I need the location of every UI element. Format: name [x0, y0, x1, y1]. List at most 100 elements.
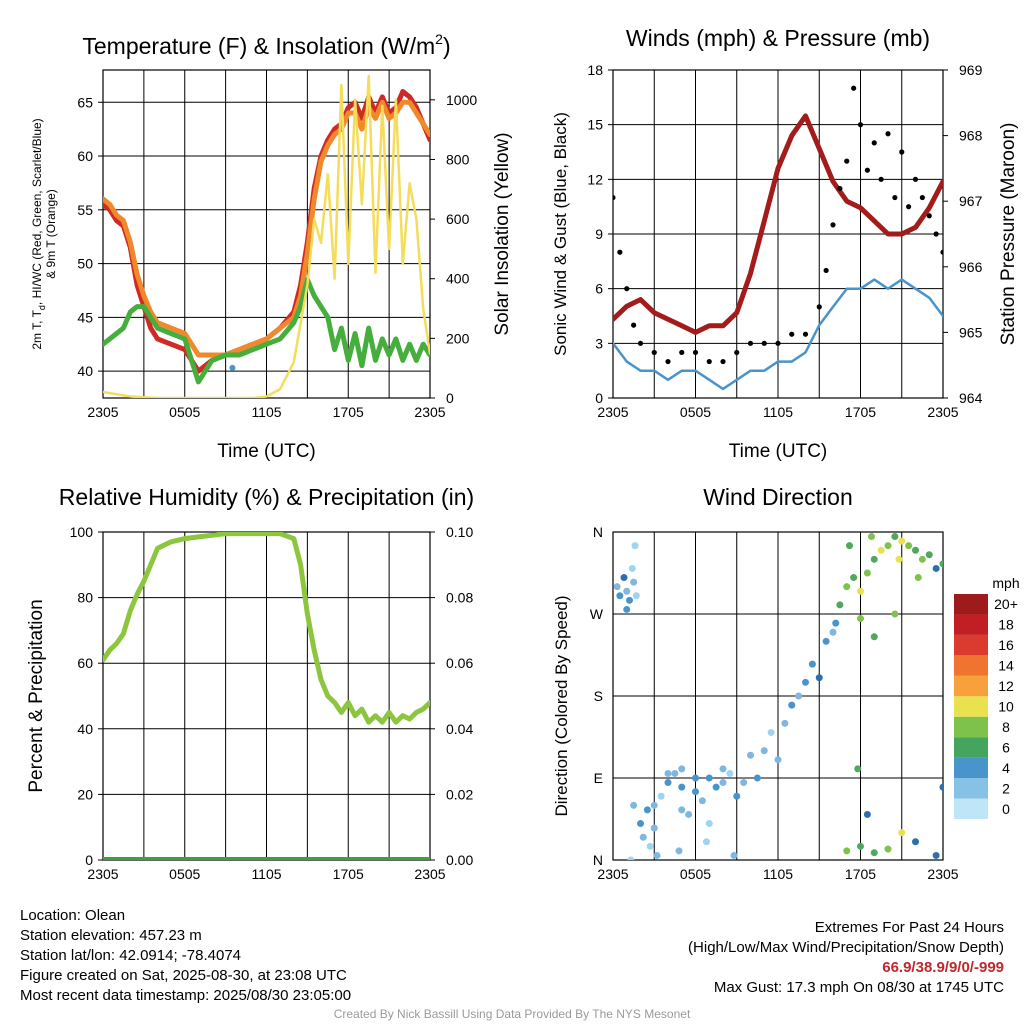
direction-point — [877, 546, 885, 554]
direction-title: Wind Direction — [703, 484, 853, 510]
direction-point — [637, 820, 644, 828]
y-tick-label: 6 — [595, 281, 603, 297]
direction-point — [753, 774, 761, 782]
direction-point — [939, 783, 943, 791]
direction-point — [870, 555, 878, 563]
series-line-9m-t — [103, 99, 430, 358]
gust-point — [871, 140, 877, 146]
direction-point — [643, 806, 651, 814]
y-right-tick-label: 400 — [446, 271, 470, 287]
y-tick-label: 100 — [70, 524, 94, 540]
direction-point — [863, 810, 871, 818]
colorbar-swatch — [954, 798, 988, 819]
x-tick-label: 1705 — [333, 404, 364, 420]
direction-point — [898, 829, 906, 837]
y-right-tick-label: 967 — [959, 193, 983, 209]
direction-point — [632, 592, 640, 600]
y-axis-label: Sonic Wind & Gust (Blue, Black) — [551, 112, 570, 356]
direction-point — [843, 583, 851, 591]
direction-point — [857, 615, 864, 623]
x-tick-label: 1105 — [251, 866, 281, 882]
y-tick-label: 60 — [77, 655, 93, 671]
x-tick-label: 1105 — [763, 404, 793, 420]
gust-point — [940, 249, 943, 255]
gust-point — [816, 304, 822, 310]
direction-point — [802, 678, 809, 686]
y-right-tick-label: 964 — [959, 390, 983, 406]
direction-point — [829, 628, 837, 636]
gust-point — [692, 349, 699, 356]
direction-point — [854, 765, 862, 773]
y-right-tick-label: 0.04 — [446, 721, 473, 737]
extremes-title: Extremes For Past 24 Hours — [814, 919, 1004, 936]
x-tick-label: 2305 — [597, 404, 628, 420]
x-tick-label: 2305 — [927, 866, 958, 882]
y-tick-label: 0 — [595, 390, 603, 406]
x-tick-label: 1705 — [333, 866, 364, 882]
gust-point — [665, 358, 671, 365]
direction-point — [781, 719, 789, 727]
direction-point — [657, 792, 665, 800]
gust-point — [919, 194, 925, 201]
extremes-legend: (High/Low/Max Wind/Precipitation/Snow De… — [688, 939, 1004, 956]
direction-point — [639, 833, 647, 841]
direction-point — [857, 587, 864, 595]
station-info: Location: Olean Station elevation: 457.2… — [20, 906, 351, 1006]
colorbar-label: 2 — [1002, 780, 1010, 796]
gust-point — [706, 358, 712, 365]
colorbar-label: 8 — [1002, 719, 1010, 735]
y-tick-label: 60 — [77, 148, 93, 164]
y-right-tick-label: 0.06 — [446, 655, 473, 671]
x-tick-label: 2305 — [87, 866, 118, 882]
colorbar-title: mph — [992, 575, 1019, 591]
direction-point — [815, 674, 823, 682]
x-tick-label: 1705 — [845, 866, 876, 882]
y-right-tick-label: 600 — [446, 211, 470, 227]
max-gust-text: Max Gust: 17.3 mph On 08/30 at 1745 UTC — [713, 979, 1004, 996]
x-tick-label: 2305 — [414, 866, 445, 882]
y-right-tick-label: 0.02 — [446, 786, 473, 802]
y-axis-label-rest: , HI/WC (Red, Green, Scarlet/Blue) — [30, 118, 44, 305]
y-tick-label: 55 — [77, 202, 93, 218]
y-tick-label: 0 — [85, 852, 93, 868]
wind-panel: Winds (mph) & Pressure (mb) 2305 0505 1105 1… — [551, 25, 1019, 462]
gust-point — [926, 213, 932, 219]
direction-point — [620, 574, 628, 582]
gust-point — [617, 249, 623, 255]
direction-point — [628, 564, 636, 572]
direction-point — [857, 842, 864, 850]
gust-point — [637, 340, 644, 346]
direction-point — [863, 569, 871, 577]
created-text: Figure created on Sat, 2025-08-30, at 23… — [20, 967, 347, 984]
gust-point — [864, 167, 870, 173]
direction-point — [678, 806, 686, 814]
x-tick-label: 1105 — [251, 404, 281, 420]
colorbar-label: 20+ — [994, 596, 1018, 612]
y-axis-label-subscript: d — [37, 305, 47, 310]
y-tick-label: 45 — [77, 309, 93, 325]
direction-point — [912, 546, 919, 554]
direction-point — [905, 542, 913, 550]
y-right-tick-label: 1000 — [446, 92, 477, 108]
colorbar-swatch — [954, 737, 988, 758]
direction-point — [703, 838, 710, 846]
direction-point — [630, 801, 638, 809]
gust-point — [631, 322, 637, 328]
direction-point — [868, 533, 875, 541]
direction-point — [747, 751, 754, 759]
x-tick-label: 2305 — [414, 404, 445, 420]
x-tick-label: 0505 — [680, 866, 711, 882]
y-axis-label-line1: 2m T, Td, HI/WC (Red, Green, Scarlet/Blu… — [30, 118, 47, 349]
direction-point — [895, 555, 903, 563]
direction-point — [891, 610, 899, 618]
x-tick-label: 0505 — [169, 404, 200, 420]
colorbar-label: 4 — [1002, 760, 1010, 776]
temperature-data — [103, 74, 430, 398]
x-tick-label: 1105 — [763, 866, 793, 882]
colorbar-swatch — [954, 675, 988, 697]
gust-point — [844, 158, 850, 164]
colorbar-label: 14 — [998, 658, 1014, 674]
gust-point — [761, 340, 767, 346]
direction-point — [912, 838, 919, 846]
gust-point — [747, 340, 754, 346]
